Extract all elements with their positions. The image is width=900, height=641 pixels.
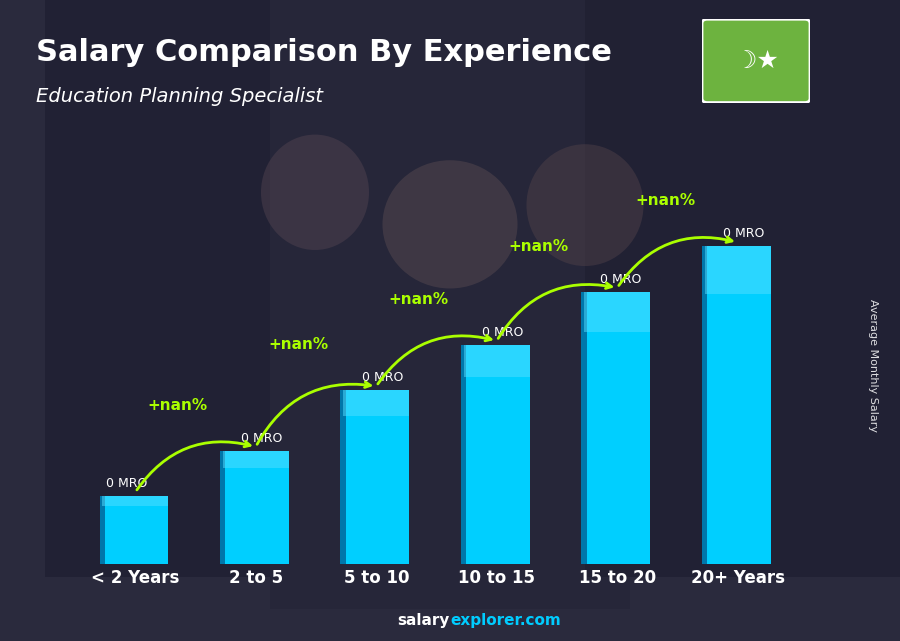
Bar [103,496,168,564]
Bar [702,246,707,564]
Bar [581,292,587,564]
Text: Average Monthly Salary: Average Monthly Salary [868,299,878,432]
Text: 0 MRO: 0 MRO [362,371,403,385]
Bar [343,390,410,564]
Bar [45,0,270,577]
Bar [705,246,770,564]
Bar [464,345,530,378]
Text: 0 MRO: 0 MRO [723,228,764,240]
Text: 0 MRO: 0 MRO [105,478,147,490]
Text: 0 MRO: 0 MRO [241,432,283,445]
Bar [103,496,168,506]
Bar [584,292,651,333]
Bar [584,292,651,564]
Bar [343,390,410,416]
FancyBboxPatch shape [702,19,810,103]
Ellipse shape [261,135,369,250]
Bar [270,0,630,609]
Ellipse shape [382,160,518,288]
Text: salary: salary [398,613,450,628]
Bar [585,0,900,577]
Bar [340,390,346,564]
Bar [222,451,289,564]
Text: +nan%: +nan% [508,238,569,254]
Text: 0 MRO: 0 MRO [482,326,524,339]
Bar [222,451,289,467]
Text: 0 MRO: 0 MRO [599,273,641,286]
Bar [705,246,770,294]
Text: +nan%: +nan% [389,292,448,306]
Bar [100,496,104,564]
Text: +nan%: +nan% [148,397,208,413]
Text: Education Planning Specialist: Education Planning Specialist [36,87,323,106]
Text: +nan%: +nan% [268,337,328,352]
Text: +nan%: +nan% [635,194,696,208]
Text: ☽★: ☽★ [734,49,778,73]
Ellipse shape [526,144,644,266]
Text: Salary Comparison By Experience: Salary Comparison By Experience [36,38,612,67]
Bar [464,345,530,564]
Text: explorer.com: explorer.com [450,613,561,628]
Bar [220,451,225,564]
Bar [461,345,466,564]
